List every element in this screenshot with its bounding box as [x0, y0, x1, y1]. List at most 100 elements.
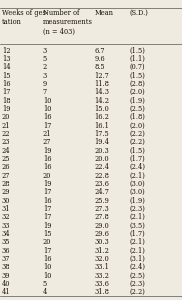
Text: (1.5): (1.5) [129, 47, 145, 55]
Text: 17: 17 [43, 247, 51, 255]
Text: 14.2: 14.2 [95, 97, 110, 105]
Text: 41: 41 [2, 288, 10, 296]
Text: 34: 34 [2, 230, 10, 238]
Text: 31.8: 31.8 [95, 288, 110, 296]
Text: (2.4): (2.4) [129, 263, 145, 271]
Text: 10: 10 [43, 105, 51, 113]
Text: (2.3): (2.3) [129, 205, 145, 213]
Text: 8.5: 8.5 [95, 63, 105, 71]
Text: 16: 16 [43, 113, 51, 121]
Text: 27: 27 [2, 172, 10, 180]
Text: 9.6: 9.6 [95, 55, 105, 63]
Text: 30: 30 [2, 196, 10, 205]
Text: 16: 16 [2, 80, 10, 88]
Text: 9: 9 [43, 80, 47, 88]
Text: 16: 16 [43, 155, 51, 163]
Text: 6.7: 6.7 [95, 47, 105, 55]
Text: (2.0): (2.0) [129, 122, 145, 130]
Text: 25.9: 25.9 [95, 196, 110, 205]
Text: 27: 27 [43, 138, 51, 146]
Text: (2.2): (2.2) [129, 130, 145, 138]
Text: 5: 5 [43, 280, 47, 288]
Text: 20.0: 20.0 [95, 155, 109, 163]
Text: 19: 19 [43, 147, 51, 154]
Text: (2.2): (2.2) [129, 138, 145, 146]
Text: 16.1: 16.1 [95, 122, 110, 130]
Text: 31.2: 31.2 [95, 247, 110, 255]
Text: 17: 17 [43, 213, 51, 221]
Text: 14: 14 [2, 63, 10, 71]
Text: (2.2): (2.2) [129, 288, 145, 296]
Text: 27.3: 27.3 [95, 205, 109, 213]
Text: 17: 17 [2, 88, 10, 96]
Text: (1.5): (1.5) [129, 147, 145, 154]
Text: 17: 17 [43, 205, 51, 213]
Text: (3.0): (3.0) [129, 180, 145, 188]
Text: (3.1): (3.1) [129, 255, 145, 263]
Text: 38: 38 [2, 263, 10, 271]
Text: 33.1: 33.1 [95, 263, 110, 271]
Text: 11.8: 11.8 [95, 80, 110, 88]
Text: 7: 7 [43, 88, 47, 96]
Text: 32.0: 32.0 [95, 255, 109, 263]
Text: 19.4: 19.4 [95, 138, 110, 146]
Text: 13: 13 [2, 55, 10, 63]
Text: (2.5): (2.5) [129, 272, 145, 280]
Text: 5: 5 [43, 55, 47, 63]
Text: 15: 15 [2, 72, 10, 80]
Text: (2.5): (2.5) [129, 105, 145, 113]
Text: 10: 10 [43, 272, 51, 280]
Text: 21: 21 [43, 130, 51, 138]
Text: 33.2: 33.2 [95, 272, 110, 280]
Text: 16.2: 16.2 [95, 113, 110, 121]
Text: 20: 20 [43, 238, 51, 246]
Text: 12: 12 [2, 47, 10, 55]
Text: (S.D.): (S.D.) [129, 9, 148, 17]
Text: 21: 21 [2, 122, 10, 130]
Text: (2.8): (2.8) [129, 80, 145, 88]
Text: 19: 19 [2, 105, 10, 113]
Text: 23.6: 23.6 [95, 180, 110, 188]
Text: 16: 16 [43, 196, 51, 205]
Text: 27.8: 27.8 [95, 213, 109, 221]
Text: 32: 32 [2, 213, 10, 221]
Text: (2.1): (2.1) [129, 172, 145, 180]
Text: 26: 26 [2, 163, 10, 171]
Text: 14.3: 14.3 [95, 88, 110, 96]
Text: Weeks of ges-
tation: Weeks of ges- tation [2, 9, 48, 26]
Text: (2.0): (2.0) [129, 88, 145, 96]
Text: (1.1): (1.1) [129, 55, 145, 63]
Text: 25: 25 [2, 155, 10, 163]
Text: 39: 39 [2, 272, 10, 280]
Text: 31: 31 [2, 205, 10, 213]
Text: 24.7: 24.7 [95, 188, 110, 196]
Text: 18: 18 [2, 97, 10, 105]
Text: 24: 24 [2, 147, 10, 154]
Text: 30.3: 30.3 [95, 238, 109, 246]
Text: (1.9): (1.9) [129, 97, 145, 105]
Text: (2.1): (2.1) [129, 238, 145, 246]
Text: (1.9): (1.9) [129, 196, 145, 205]
Text: 2: 2 [43, 63, 47, 71]
Text: 36: 36 [2, 247, 10, 255]
Text: 4: 4 [43, 288, 47, 296]
Text: (3.0): (3.0) [129, 188, 145, 196]
Text: 35: 35 [2, 238, 10, 246]
Text: 17.5: 17.5 [95, 130, 109, 138]
Text: 29.0: 29.0 [95, 222, 109, 230]
Text: 29: 29 [2, 188, 10, 196]
Text: 16: 16 [43, 163, 51, 171]
Text: 16: 16 [43, 255, 51, 263]
Text: 33: 33 [2, 222, 10, 230]
Text: 17: 17 [43, 188, 51, 196]
Text: Mean: Mean [95, 9, 114, 17]
Text: (3.5): (3.5) [129, 222, 145, 230]
Text: (1.5): (1.5) [129, 72, 145, 80]
Text: Number of
measurements
(n = 403): Number of measurements (n = 403) [43, 9, 93, 36]
Text: 37: 37 [2, 255, 10, 263]
Text: 3: 3 [43, 47, 47, 55]
Text: 33.6: 33.6 [95, 280, 110, 288]
Text: (1.7): (1.7) [129, 155, 145, 163]
Text: 19: 19 [43, 180, 51, 188]
Text: 10: 10 [43, 97, 51, 105]
